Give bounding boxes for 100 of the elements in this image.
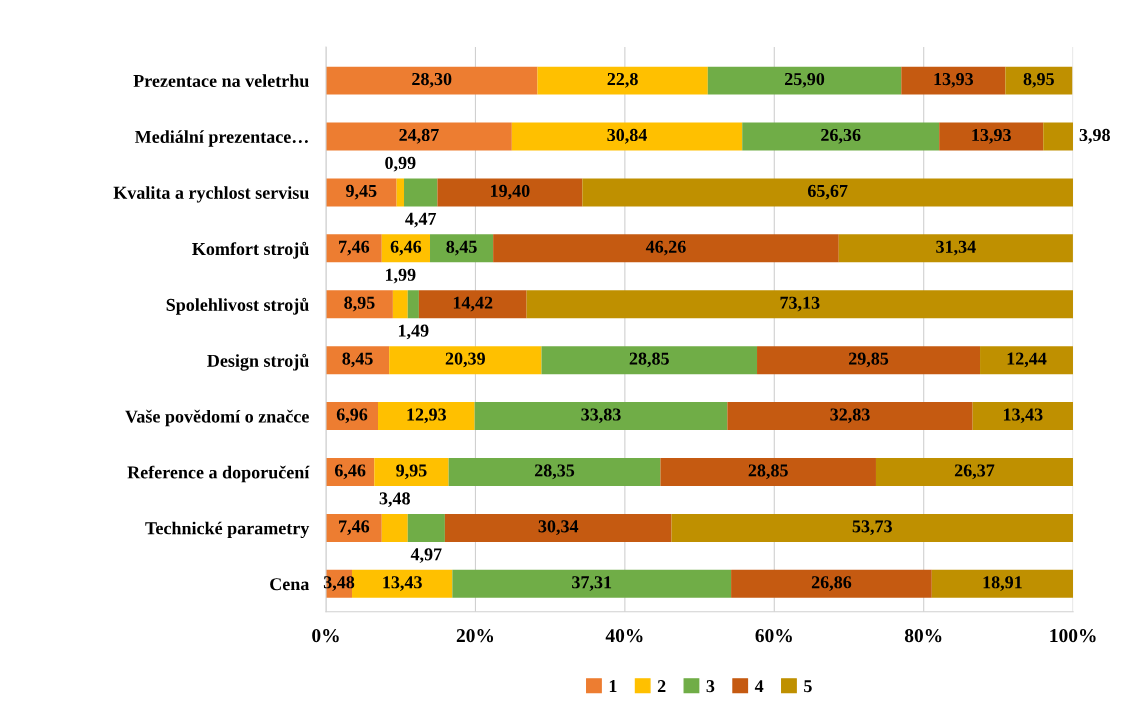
legend-label: 5	[804, 680, 812, 693]
bar	[901, 66, 1006, 95]
data-label: 8,95	[344, 296, 375, 312]
bar	[448, 458, 661, 486]
bar	[326, 178, 397, 207]
x-tick-label: 20%	[456, 629, 494, 643]
data-label: 7,46	[339, 520, 370, 536]
data-label: 3,48	[379, 492, 410, 508]
data-label: 24,87	[399, 128, 439, 144]
bar	[838, 234, 1073, 263]
y-tick-label: Design strojů	[207, 353, 309, 371]
y-tick-label: Reference a doporučení	[127, 465, 310, 483]
bar	[378, 402, 475, 431]
bar	[326, 513, 382, 542]
data-label: 6,96	[336, 408, 368, 424]
bar	[972, 402, 1073, 431]
data-label: 37,31	[572, 576, 612, 591]
data-label: 6,46	[334, 464, 366, 480]
x-tick-label: 60%	[755, 629, 792, 643]
bar	[396, 178, 405, 207]
data-label: 73,13	[780, 296, 820, 312]
y-tick-label: Cena	[270, 578, 310, 591]
data-label: 9,95	[396, 464, 427, 480]
data-label: 12,44	[1007, 352, 1047, 368]
x-tick-label: 0%	[312, 629, 339, 643]
data-label: 33,83	[581, 408, 621, 424]
bar	[671, 513, 1073, 542]
data-label: 3,98	[1079, 128, 1110, 144]
bar	[404, 178, 438, 207]
data-label: 46,26	[645, 240, 686, 256]
bar	[326, 122, 512, 151]
data-label: 4,97	[410, 548, 442, 563]
bar	[326, 290, 393, 319]
bar	[757, 346, 981, 375]
bar	[742, 122, 940, 151]
bar	[444, 513, 672, 542]
data-label: 12,93	[407, 408, 447, 424]
data-label: 30,34	[538, 520, 579, 536]
data-label: 32,83	[830, 408, 870, 424]
data-label: 28,85	[629, 352, 669, 368]
y-tick-label: Kvalita a rychlost servisu	[113, 186, 309, 203]
bar	[452, 569, 732, 598]
data-label: 19,40	[491, 184, 530, 200]
bar	[1005, 66, 1073, 95]
bar	[326, 234, 382, 263]
bar	[374, 458, 449, 486]
data-label: 13,93	[934, 72, 974, 88]
data-label: 30,84	[607, 128, 648, 144]
data-label: 26,37	[954, 464, 995, 480]
bar	[493, 234, 839, 263]
legend-label: 2	[657, 680, 666, 693]
data-label: 1,99	[385, 268, 416, 284]
data-label: 28,35	[534, 464, 575, 480]
bar	[418, 290, 527, 319]
legend-label: 3	[706, 680, 715, 693]
data-label: 31,34	[936, 240, 976, 256]
data-label: 9,45	[346, 184, 377, 200]
bar	[727, 402, 973, 431]
y-tick-label: Technické parametry	[145, 521, 310, 539]
bar	[707, 66, 902, 95]
data-label: 0,99	[385, 156, 416, 172]
data-label: 53,73	[852, 520, 892, 536]
data-label: 26,86	[811, 576, 852, 591]
data-label: 4,47	[405, 212, 437, 228]
bar	[731, 569, 932, 598]
legend-label: 4	[754, 680, 764, 693]
data-label: 13,43	[383, 576, 422, 591]
data-label: 14,42	[453, 296, 493, 312]
bar	[352, 569, 453, 598]
bar	[939, 122, 1044, 151]
bar	[326, 66, 538, 95]
bar	[474, 402, 728, 431]
data-label: 18,91	[983, 576, 1022, 591]
data-label: 1,49	[398, 324, 429, 340]
bar	[511, 122, 743, 151]
bar	[660, 458, 876, 486]
bar	[537, 66, 708, 95]
bar	[407, 290, 419, 319]
data-label: 20,39	[445, 352, 485, 368]
data-label: 13,43	[1003, 408, 1043, 424]
x-tick-label: 80%	[904, 629, 942, 643]
data-label: 8,45	[446, 240, 477, 256]
data-label: 6,46	[390, 240, 422, 256]
bar	[392, 290, 408, 319]
y-tick-label: Komfort strojů	[192, 241, 309, 259]
bar	[430, 234, 494, 263]
y-tick-label: Mediální prezentace…	[134, 130, 308, 147]
bar	[582, 178, 1073, 207]
data-label: 28,30	[412, 72, 452, 88]
data-label: 22,8	[607, 72, 638, 88]
bar	[389, 346, 542, 375]
bar	[980, 346, 1073, 375]
bar	[407, 513, 445, 542]
bar	[381, 513, 408, 542]
x-tick-label: 40%	[605, 629, 643, 643]
data-label: 65,67	[807, 184, 848, 200]
data-label: 28,85	[748, 464, 788, 480]
data-label: 26,36	[821, 128, 861, 144]
bar	[931, 569, 1074, 598]
data-label: 8,95	[1023, 72, 1054, 88]
